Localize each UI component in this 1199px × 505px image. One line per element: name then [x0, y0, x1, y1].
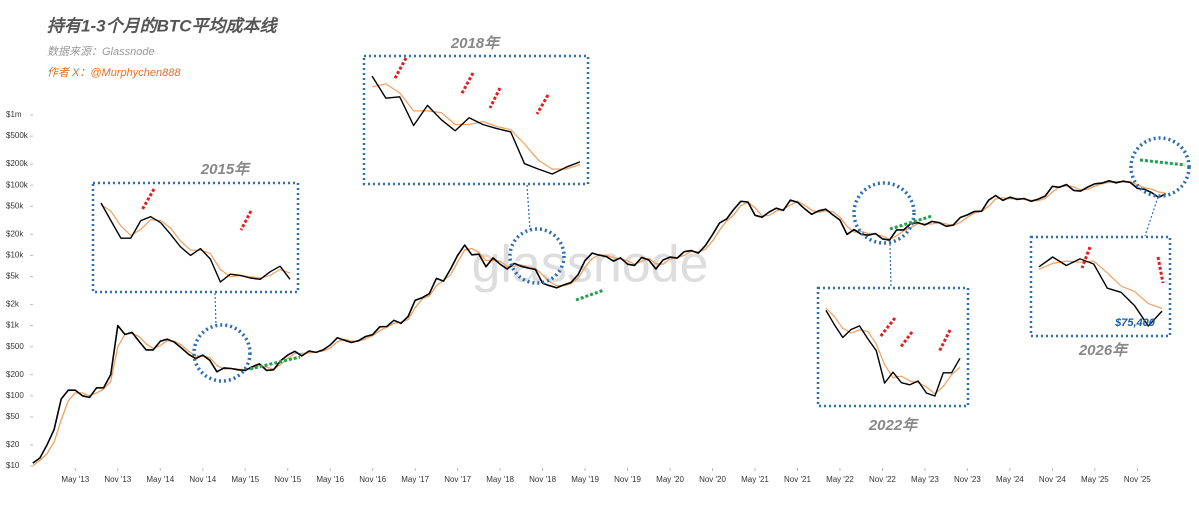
x-tick-label: May '25	[1081, 475, 1109, 484]
x-tick-label: Nov '25	[1124, 475, 1151, 484]
cost-basis-line	[371, 83, 581, 170]
y-tick-label: $50	[6, 412, 20, 421]
x-tick-label: May '22	[826, 475, 854, 484]
x-tick-label: May '16	[316, 475, 344, 484]
price-label: $75,400	[1114, 317, 1156, 329]
x-tick-label: May '15	[231, 475, 259, 484]
inset-title: 2022年	[868, 416, 919, 434]
y-tick-label: $100	[6, 391, 24, 400]
price-line	[371, 75, 581, 175]
price-line	[100, 202, 291, 283]
x-tick-label: Nov '15	[274, 475, 301, 484]
inset-box	[362, 54, 590, 186]
y-tick-label: $500k	[6, 131, 29, 140]
x-tick-label: Nov '19	[614, 475, 641, 484]
inset-title: 2015年	[200, 160, 251, 178]
y-tick-label: $20k	[6, 229, 24, 238]
arrows	[140, 57, 1186, 371]
x-tick-label: Nov '14	[189, 475, 216, 484]
inset-title: 2018年	[450, 34, 501, 52]
x-tick-label: Nov '21	[784, 475, 811, 484]
y-tick-label: $500	[6, 342, 24, 351]
inset-box	[816, 286, 970, 408]
y-tick-label: $200k	[6, 159, 29, 168]
subtitle: 数据来源：Glassnode	[47, 45, 155, 58]
inset-box	[1029, 235, 1172, 338]
x-tick-label: Nov '24	[1039, 475, 1066, 484]
x-tick-label: May '17	[401, 475, 429, 484]
y-tick-label: $20	[6, 440, 20, 449]
y-tick-label: $10	[6, 461, 20, 470]
x-tick-label: Nov '16	[359, 475, 386, 484]
y-tick-label: $1m	[6, 110, 22, 119]
price-line	[32, 180, 1166, 464]
connectors	[214, 184, 1159, 326]
y-tick-label: $50k	[6, 201, 24, 210]
x-tick-label: Nov '17	[444, 475, 471, 484]
x-tick-label: Nov '23	[954, 475, 981, 484]
inset	[816, 286, 970, 408]
inset	[91, 181, 300, 294]
x-tick-label: May '13	[61, 475, 89, 484]
inset	[362, 54, 590, 186]
inset-title: 2026年	[1078, 341, 1129, 359]
y-tick-label: $1k	[6, 321, 20, 330]
y-tick-label: $2k	[6, 300, 20, 309]
x-tick-label: Nov '20	[699, 475, 726, 484]
x-tick-label: Nov '22	[869, 475, 896, 484]
watermark: glassnode	[471, 236, 708, 294]
chart-title: 持有1-3个月的BTC平均成本线	[47, 16, 279, 35]
x-tick-label: Nov '18	[529, 475, 556, 484]
y-tick-label: $5k	[6, 272, 20, 281]
y-tick-label: $10k	[6, 251, 24, 260]
author: 作者 X：@Murphychen888	[47, 66, 181, 79]
y-tick-label: $200	[6, 370, 24, 379]
x-tick-label: May '20	[656, 475, 684, 484]
x-tick-label: Nov '13	[104, 475, 131, 484]
x-tick-label: May '24	[996, 475, 1024, 484]
x-tick-label: May '23	[911, 475, 939, 484]
highlight-circles	[192, 136, 1191, 383]
x-tick-label: May '21	[741, 475, 769, 484]
price-line	[1038, 256, 1163, 327]
inset	[1029, 235, 1172, 338]
x-tick-label: May '19	[571, 475, 599, 484]
x-tick-label: May '14	[146, 475, 174, 484]
cost-basis-line	[1038, 260, 1163, 309]
y-tick-label: $100k	[6, 180, 29, 189]
price-line	[825, 310, 961, 397]
x-tick-label: May '18	[486, 475, 514, 484]
